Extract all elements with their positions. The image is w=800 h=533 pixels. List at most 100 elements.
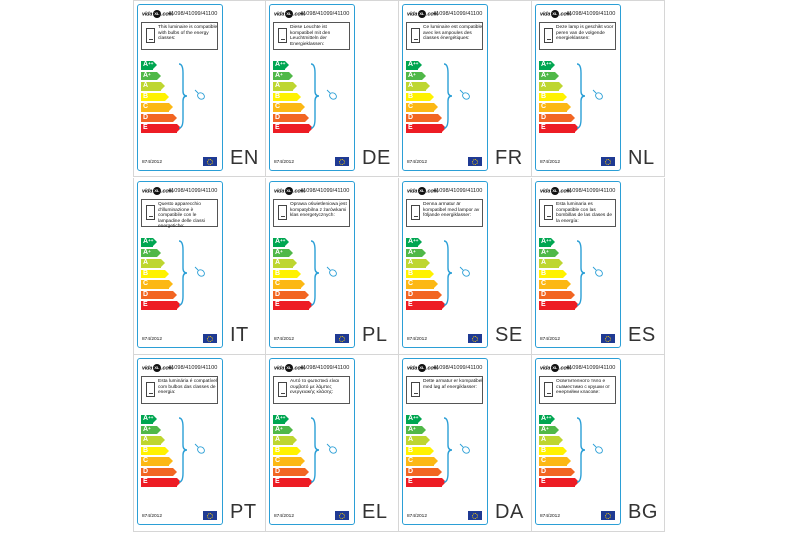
product-codes: 41098/41099/41100 xyxy=(168,188,218,194)
energy-class-letter: B xyxy=(275,446,281,454)
regulation-number: 874/2012 xyxy=(142,514,163,519)
bulb-box-icon xyxy=(278,205,287,220)
label-cell-da: vida XL .com 41098/41099/41100 Dette armat… xyxy=(399,355,532,532)
energy-class-letter: A++ xyxy=(408,238,419,245)
eu-flag-icon xyxy=(468,511,482,520)
lamp-icon xyxy=(194,266,205,277)
energy-class-letter: E xyxy=(541,478,546,485)
brand-logo: vida XL .com xyxy=(274,187,306,195)
energy-label-grid: vida XL .com 41098/41099/41100 This lumina… xyxy=(133,0,667,533)
regulation-number: 874/2012 xyxy=(274,160,295,165)
compatibility-text: Deze lamp is geschikt voor peren van de … xyxy=(556,25,614,42)
compatibility-text: Questo apparecchio d'illuminazione è com… xyxy=(158,202,205,230)
energy-class-letter: A++ xyxy=(541,415,552,422)
language-code: IT xyxy=(230,324,249,346)
brace-icon xyxy=(310,63,320,129)
bulb-box-icon xyxy=(146,382,155,397)
brand-logo: vida XL .com xyxy=(540,364,572,372)
energy-class-letter: A xyxy=(408,259,414,266)
compatibility-box: Esta luminária é compatível com bulbos d… xyxy=(141,376,218,404)
label-cell-se: vida XL .com 41098/41099/41100 Denna armat… xyxy=(399,178,532,355)
energy-class-letter: B xyxy=(541,92,547,100)
bulb-box-icon xyxy=(411,205,420,220)
energy-class-letter: A xyxy=(143,82,149,89)
eu-flag-icon xyxy=(335,334,349,343)
energy-label: vida XL .com 41098/41099/41100 Denna armat… xyxy=(402,181,488,348)
compatibility-text: Diese Leuchte ist kompatibel mit den Leu… xyxy=(290,25,331,47)
compatibility-text: Denna armatur är kompatibel med lampor a… xyxy=(423,202,480,219)
energy-class-letter: A xyxy=(143,436,149,443)
energy-class-letter: A++ xyxy=(275,61,286,68)
label-cell-fr: vida XL .com 41098/41099/41100 Ce luminair… xyxy=(399,0,532,177)
regulation-number: 874/2012 xyxy=(142,160,163,165)
energy-class-letter: A++ xyxy=(408,415,419,422)
energy-class-letter: A++ xyxy=(541,238,552,245)
label-cell-it: vida XL .com 41098/41099/41100 Questo appa… xyxy=(133,178,266,355)
eu-flag-icon xyxy=(468,157,482,166)
product-codes: 41098/41099/41100 xyxy=(566,188,616,194)
energy-label: vida XL .com 41098/41099/41100 Ce luminair… xyxy=(402,4,488,171)
energy-class-letter: A xyxy=(275,82,281,89)
lamp-icon xyxy=(459,266,470,277)
compatibility-box: Esta luminaria es compatible con las bom… xyxy=(539,199,616,227)
energy-class-letter: B xyxy=(541,446,547,454)
brand-logo: vida XL .com xyxy=(274,364,306,372)
brand-logo: vida XL .com xyxy=(142,187,174,195)
compatibility-text: Ce luminaire est compatible avec les amp… xyxy=(423,25,483,42)
energy-class-letter: D xyxy=(408,467,414,475)
energy-label: vida XL .com 41098/41099/41100 Oprawa oświ… xyxy=(269,181,355,348)
energy-class-letter: A+ xyxy=(275,71,283,79)
energy-label: vida XL .com 41098/41099/41100 Questo appa… xyxy=(137,181,223,348)
brace-icon xyxy=(443,63,453,129)
language-code: NL xyxy=(628,147,655,169)
energy-class-letter: C xyxy=(275,457,281,464)
energy-class-letter: B xyxy=(143,269,149,277)
energy-class-letter: D xyxy=(143,467,149,475)
bulb-box-icon xyxy=(278,382,287,397)
eu-flag-icon xyxy=(203,334,217,343)
regulation-number: 874/2012 xyxy=(142,337,163,342)
language-code: BG xyxy=(628,501,658,523)
compatibility-box: Questo apparecchio d'illuminazione è com… xyxy=(141,199,218,230)
energy-class-letter: C xyxy=(408,103,414,110)
energy-class-letter: C xyxy=(541,457,547,464)
regulation-number: 874/2012 xyxy=(540,160,561,165)
eu-flag-icon xyxy=(203,511,217,520)
language-code: PL xyxy=(362,324,388,346)
regulation-number: 874/2012 xyxy=(407,337,428,342)
brand-logo: vida XL .com xyxy=(407,187,439,195)
energy-class-letter: A xyxy=(408,82,414,89)
brace-icon xyxy=(576,240,586,306)
energy-class-letter: A+ xyxy=(143,425,151,433)
energy-class-letter: D xyxy=(143,290,149,298)
energy-class-letter: E xyxy=(143,478,148,485)
brand-logo: vida XL .com xyxy=(407,10,439,18)
lamp-icon xyxy=(326,266,337,277)
energy-class-letter: E xyxy=(408,301,413,308)
energy-class-letter: E xyxy=(275,124,280,131)
brace-icon xyxy=(576,417,586,483)
energy-label: vida XL .com 41098/41099/41100 Dette armat… xyxy=(402,358,488,525)
energy-class-letter: A++ xyxy=(275,238,286,245)
energy-class-letter: B xyxy=(275,92,281,100)
label-cell-de: vida XL .com 41098/41099/41100 Diese Leuch… xyxy=(266,0,399,177)
energy-class-letter: A++ xyxy=(275,415,286,422)
label-cell-pt: vida XL .com 41098/41099/41100 Esta luminá… xyxy=(133,355,266,532)
energy-class-letter: D xyxy=(275,290,281,298)
language-code: EL xyxy=(362,501,388,523)
energy-class-letter: C xyxy=(143,280,149,287)
product-codes: 41098/41099/41100 xyxy=(433,188,483,194)
energy-class-letter: A+ xyxy=(408,71,416,79)
eu-flag-icon xyxy=(601,157,615,166)
energy-class-letter: A++ xyxy=(541,61,552,68)
compatibility-text: This luminaire is compatible with bulbs … xyxy=(158,25,218,42)
energy-class-letter: C xyxy=(541,280,547,287)
label-cell-nl: vida XL .com 41098/41099/41100 Deze lamp i… xyxy=(532,0,665,177)
energy-class-letter: E xyxy=(143,301,148,308)
product-codes: 41098/41099/41100 xyxy=(566,11,616,17)
product-codes: 41098/41099/41100 xyxy=(300,188,350,194)
compatibility-text: Esta luminária é compatível com bulbos d… xyxy=(158,379,217,396)
energy-class-letter: D xyxy=(541,113,547,121)
regulation-number: 874/2012 xyxy=(407,160,428,165)
energy-class-letter: A+ xyxy=(541,425,549,433)
